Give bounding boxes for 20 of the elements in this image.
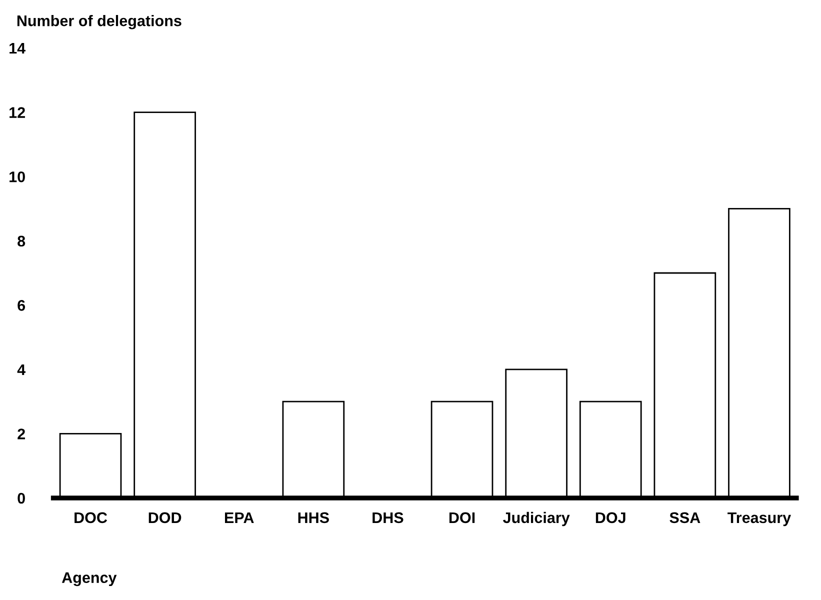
y-tick-label: 6 xyxy=(18,300,26,311)
x-tick-label: DOJ xyxy=(596,512,626,524)
x-tick-label: DHS xyxy=(372,512,404,524)
x-tick-label: DOI xyxy=(449,512,475,524)
x-tick-label: EPA xyxy=(224,512,254,523)
y-tick-label: 10 xyxy=(10,171,25,182)
y-tick-label: 2 xyxy=(18,428,25,440)
x-tick-label: Judiciary xyxy=(503,512,570,526)
x-tick-label: DOC xyxy=(74,512,108,524)
y-tick-label: 8 xyxy=(18,236,26,247)
y-tick-label: 14 xyxy=(10,43,26,54)
y-tick-label: 0 xyxy=(18,492,25,504)
x-axis-title: Agency xyxy=(62,572,117,586)
x-tick-label: Treasury xyxy=(728,512,791,526)
y-axis-title: Number of delegations xyxy=(17,15,182,30)
x-tick-label: HHS xyxy=(298,512,329,524)
y-tick-label: 4 xyxy=(17,364,26,375)
x-tick-label: DOD xyxy=(148,512,182,524)
y-tick-label: 12 xyxy=(10,107,25,118)
x-tick-label: SSA xyxy=(670,512,700,524)
